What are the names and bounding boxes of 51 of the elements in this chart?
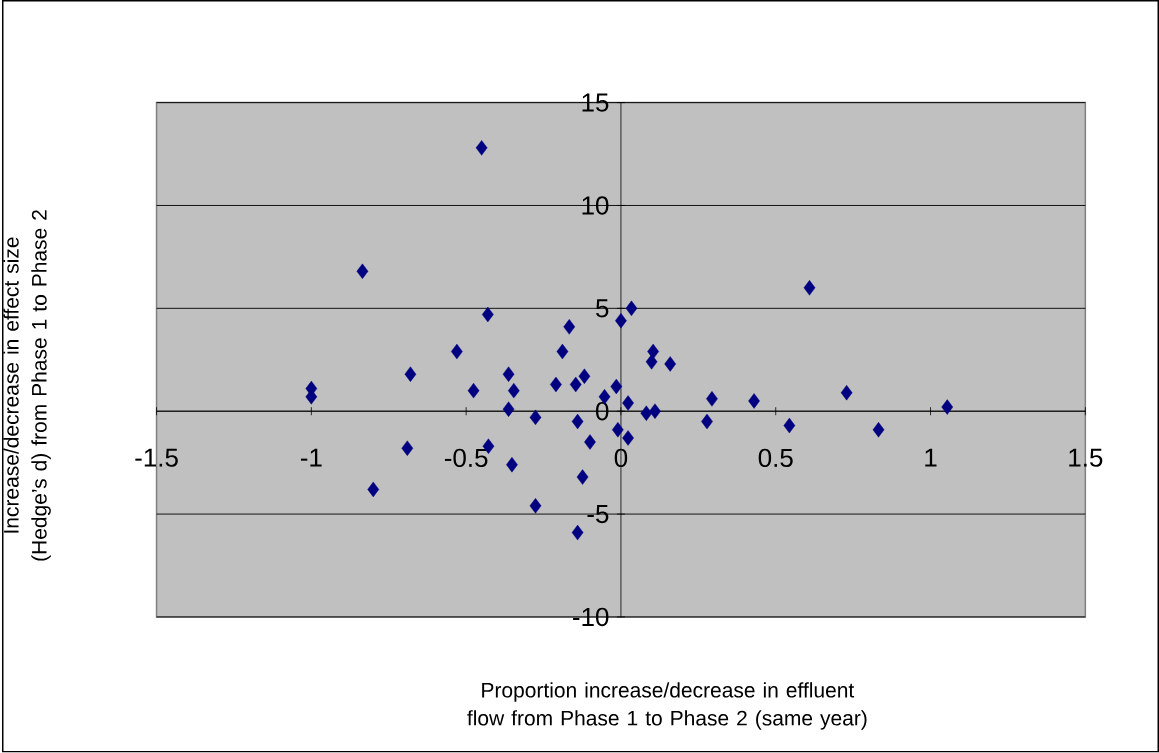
point <box>706 391 718 407</box>
point <box>508 383 520 399</box>
x-tick-label: 0 <box>614 448 628 468</box>
point <box>506 457 518 473</box>
point <box>367 481 380 498</box>
point <box>803 280 816 296</box>
point <box>451 344 463 360</box>
point <box>615 313 627 329</box>
point <box>748 393 760 409</box>
point <box>622 430 634 446</box>
x-tick-label: -1.5 <box>135 448 178 468</box>
point <box>576 469 589 485</box>
point <box>645 354 658 370</box>
point <box>356 263 369 280</box>
point <box>571 414 584 430</box>
point <box>401 440 414 457</box>
point <box>529 409 542 426</box>
point <box>550 377 562 393</box>
point <box>502 401 515 418</box>
point <box>840 385 853 401</box>
point <box>783 418 796 434</box>
point <box>578 368 591 385</box>
point <box>612 422 624 438</box>
point <box>556 344 569 360</box>
point <box>941 399 954 416</box>
point <box>529 498 542 514</box>
point <box>467 383 480 399</box>
point <box>622 395 634 411</box>
point <box>404 366 417 383</box>
x-axis-title: Proportion increase/decrease in effluent flow from Phase 1 to Phase 2 (same year) <box>467 682 867 730</box>
x-tick-label: 0.5 <box>758 448 793 468</box>
point <box>701 414 713 430</box>
point <box>569 377 582 393</box>
point <box>563 319 576 335</box>
x-tick-label: -0.5 <box>444 448 488 468</box>
point <box>502 366 515 383</box>
y-axis-title: Increase/decrease in effect size (Hedge’s d) from Phase 1 to Phase 2 <box>3 210 51 561</box>
point <box>872 422 885 438</box>
x-tick-label: 1.5 <box>1069 448 1103 468</box>
point <box>625 300 638 317</box>
point <box>664 356 676 372</box>
point <box>482 307 494 323</box>
point <box>475 140 488 156</box>
point <box>610 379 623 395</box>
point <box>584 434 596 450</box>
x-tick-label: -1 <box>300 448 322 467</box>
point <box>571 525 584 541</box>
x-tick-label: 1 <box>925 448 937 467</box>
point <box>640 405 653 422</box>
y-tick-label: -5 <box>587 505 609 524</box>
point <box>649 403 661 420</box>
